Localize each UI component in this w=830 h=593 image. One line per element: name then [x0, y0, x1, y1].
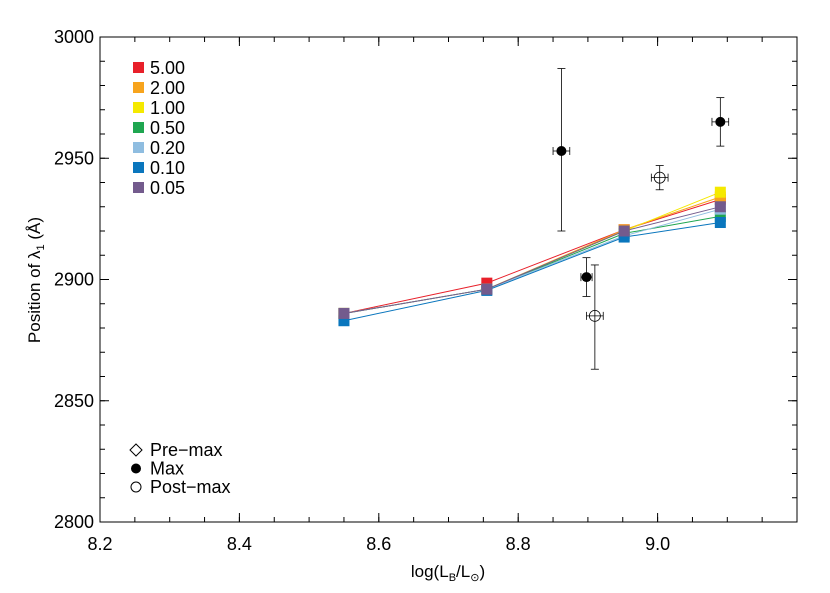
legend-label-0.20: 0.20: [150, 138, 185, 158]
x-axis-title: log(LB/L⊙): [411, 562, 485, 584]
legend-swatch-0.20: [133, 142, 144, 153]
series-line-0.10: [343, 222, 721, 322]
legend-diamond-icon: [129, 443, 143, 457]
legend-label-1.00: 1.00: [150, 98, 185, 118]
observation-max: [552, 68, 571, 232]
open-circle-marker: [653, 171, 666, 184]
series-marker-0.10: [714, 217, 726, 229]
filled-circle-marker: [715, 116, 726, 127]
x-axis-title-sub: B: [449, 572, 456, 584]
color-legend: 5.002.001.000.500.200.100.05: [133, 58, 185, 198]
y-tick-label: 3000: [54, 27, 94, 47]
legend-swatch-0.10: [133, 162, 144, 173]
filled-circle-marker: [581, 272, 592, 283]
legend-swatch-0.50: [133, 122, 144, 133]
x-tick-label: 9.0: [645, 534, 670, 554]
legend-label-pre-max: Pre−max: [150, 440, 223, 460]
y-axis-title: Position of λ1 (Å): [25, 217, 47, 343]
legend-swatch-1.00: [133, 102, 144, 113]
observation-post-max: [650, 165, 669, 191]
x-axis-title-sub2: ⊙: [470, 572, 479, 584]
series-line-5.00: [343, 199, 721, 314]
axis-ticks: 8.2 8.4 8.6 8.8 9.0 2800 2850 2900 2950 3000: [54, 27, 798, 554]
series-marker-0.05: [618, 225, 630, 237]
series-marker-1.00: [714, 186, 726, 198]
model-markers: [338, 186, 726, 327]
observation-post-max: [586, 264, 604, 370]
series-line-1.00: [343, 191, 721, 314]
x-axis-title-main: log(L: [411, 562, 449, 581]
series-marker-0.05: [714, 201, 726, 213]
y-axis-title-end: (Å): [25, 217, 44, 244]
legend-label-0.10: 0.10: [150, 158, 185, 178]
x-tick-label: 8.4: [227, 534, 252, 554]
observation-max: [580, 257, 593, 297]
series-marker-0.10: [618, 231, 630, 243]
x-tick-label: 8.6: [366, 534, 391, 554]
filled-circle-marker: [556, 145, 567, 156]
legend-open-circle-icon: [130, 481, 142, 493]
series-marker-0.10: [338, 315, 350, 327]
observation-max: [711, 97, 730, 147]
model-lines: [343, 191, 721, 322]
observations: [552, 68, 730, 370]
x-tick-label: 8.2: [87, 534, 112, 554]
series-marker-0.05: [338, 307, 350, 319]
legend-filled-circle-icon: [131, 463, 141, 474]
series-line-0.20: [343, 208, 721, 314]
legend-label-5.00: 5.00: [150, 58, 185, 78]
legend-label-post-max: Post−max: [150, 477, 231, 497]
series-marker-0.05: [481, 283, 493, 295]
legend-label-0.05: 0.05: [150, 178, 185, 198]
open-circle-marker: [588, 309, 601, 322]
legend-label-2.00: 2.00: [150, 78, 185, 98]
y-axis-title-main: Position of λ: [25, 250, 44, 343]
series-line-0.05: [343, 206, 721, 314]
x-axis-title-end: ): [479, 562, 485, 581]
legend-swatch-5.00: [133, 62, 144, 73]
x-tick-label: 8.8: [506, 534, 531, 554]
y-axis-title-sub: 1: [35, 244, 47, 250]
y-tick-label: 2950: [54, 148, 94, 168]
legend-swatch-2.00: [133, 82, 144, 93]
legend-label-max: Max: [150, 459, 184, 479]
x-axis-title-mid: /L: [456, 562, 470, 581]
y-tick-label: 2800: [54, 512, 94, 532]
y-tick-label: 2850: [54, 391, 94, 411]
legend-swatch-0.05: [133, 182, 144, 193]
y-tick-label: 2900: [54, 270, 94, 290]
legend-label-0.50: 0.50: [150, 118, 185, 138]
series-marker-0.50: [714, 210, 726, 222]
series-marker-5.00: [481, 277, 493, 289]
